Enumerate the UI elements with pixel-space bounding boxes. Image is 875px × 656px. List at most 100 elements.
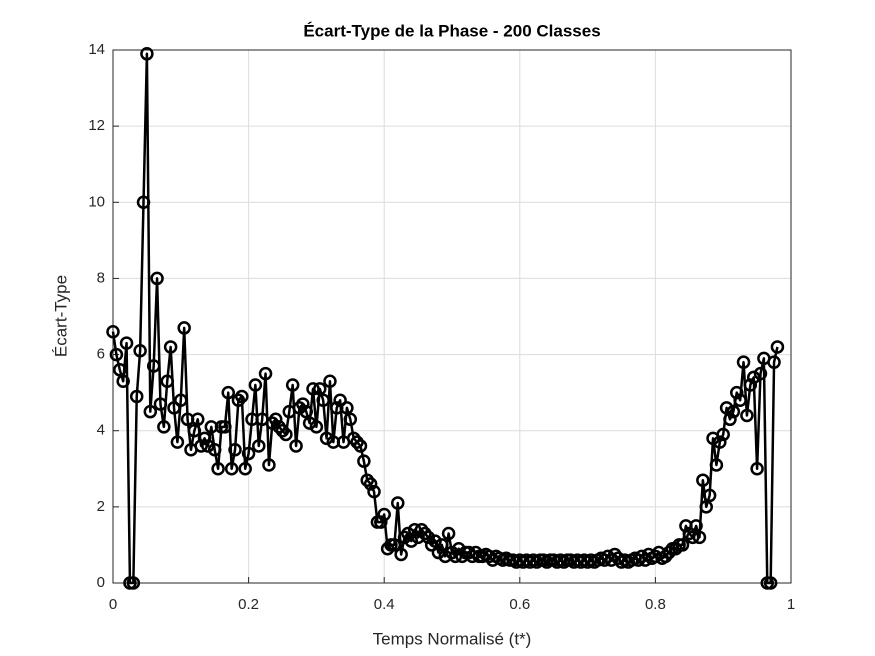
data-marker — [153, 397, 168, 411]
data-marker — [377, 507, 391, 522]
data-marker — [258, 366, 273, 381]
data-marker — [238, 462, 252, 476]
data-marker — [428, 534, 442, 548]
data-marker — [746, 370, 761, 385]
data-marker — [702, 488, 717, 503]
data-marker — [201, 439, 215, 453]
data-marker — [177, 321, 191, 335]
y-axis-label: Écart-Type — [51, 275, 70, 357]
data-marker — [289, 439, 303, 453]
data-marker — [235, 389, 249, 404]
x-tick-label: 0.4 — [374, 596, 395, 613]
data-marker — [133, 344, 147, 358]
data-marker — [211, 462, 225, 476]
data-marker — [435, 538, 449, 552]
x-axis-label: Temps Normalisé (t*) — [373, 629, 532, 648]
data-marker — [404, 534, 419, 548]
data-marker — [309, 420, 324, 434]
data-marker — [140, 47, 154, 61]
data-marker — [126, 576, 141, 590]
data-marker — [221, 385, 236, 400]
data-marker — [685, 530, 700, 545]
y-tick-label: 2 — [97, 498, 105, 515]
y-tick-label: 4 — [97, 422, 105, 439]
data-marker — [696, 473, 710, 487]
data-marker — [163, 340, 178, 354]
data-marker — [167, 401, 181, 415]
data-marker — [367, 484, 381, 499]
data-marker — [248, 378, 263, 392]
y-tick-label: 8 — [97, 269, 105, 286]
data-marker — [323, 374, 337, 388]
x-tick-label: 1 — [787, 596, 795, 613]
data-marker — [285, 378, 300, 392]
data-marker — [730, 385, 744, 400]
data-marker — [333, 393, 347, 408]
data-marker — [753, 366, 768, 381]
data-marker — [374, 515, 388, 529]
data-marker — [207, 443, 222, 457]
y-tick-label: 12 — [88, 117, 105, 134]
x-tick-label: 0.6 — [509, 596, 530, 613]
data-marker — [218, 420, 232, 434]
data-marker — [719, 401, 734, 415]
data-marker — [157, 420, 171, 434]
data-marker — [268, 412, 283, 427]
y-tick-label: 0 — [97, 574, 105, 591]
data-marker — [736, 355, 751, 369]
data-marker — [252, 439, 266, 453]
data-marker — [421, 530, 436, 545]
axes-box — [112, 49, 792, 584]
data-marker — [431, 545, 446, 560]
data-marker — [387, 538, 402, 552]
data-marker — [340, 401, 354, 415]
data-marker — [353, 439, 368, 453]
y-tick-label: 6 — [97, 346, 105, 363]
x-tick-label: 0.2 — [238, 596, 259, 613]
data-marker — [113, 363, 127, 377]
data-marker — [146, 359, 161, 373]
data-marker — [743, 378, 758, 392]
data-marker — [363, 477, 378, 491]
data-marker — [279, 427, 293, 442]
data-marker — [750, 462, 764, 476]
y-tick-label: 10 — [88, 193, 105, 210]
data-marker — [119, 336, 134, 350]
data-marker — [228, 443, 242, 457]
data-marker — [723, 412, 737, 427]
data-marker — [316, 393, 330, 408]
data-marker — [306, 382, 320, 396]
data-marker — [699, 500, 713, 514]
data-marker — [116, 374, 130, 388]
y-tick-label: 14 — [88, 41, 105, 58]
chart-title: Écart-Type de la Phase - 200 Classes — [303, 21, 600, 40]
data-marker — [675, 538, 690, 552]
data-marker — [302, 416, 317, 430]
data-marker — [770, 340, 785, 354]
data-marker — [716, 427, 730, 442]
x-tick-label: 0 — [109, 596, 117, 613]
data-marker — [143, 404, 158, 419]
data-marker — [692, 530, 707, 545]
data-marker — [313, 382, 327, 396]
data-marker — [262, 458, 276, 472]
data-marker — [170, 435, 185, 449]
data-marker — [194, 439, 208, 453]
data-marker — [136, 195, 151, 210]
data-marker — [187, 423, 202, 438]
data-marker — [394, 547, 408, 562]
data-marker — [150, 271, 164, 286]
data-marker — [224, 462, 239, 476]
data-marker — [197, 431, 212, 446]
plot-area — [113, 50, 791, 583]
data-marker — [299, 404, 313, 419]
data-marker — [713, 435, 727, 449]
x-tick-label: 0.8 — [645, 596, 666, 613]
data-marker — [726, 404, 741, 419]
data-marker — [160, 374, 174, 388]
data-marker — [174, 393, 188, 408]
data-marker — [129, 389, 144, 404]
data-marker — [296, 397, 310, 411]
data-marker — [106, 324, 120, 339]
